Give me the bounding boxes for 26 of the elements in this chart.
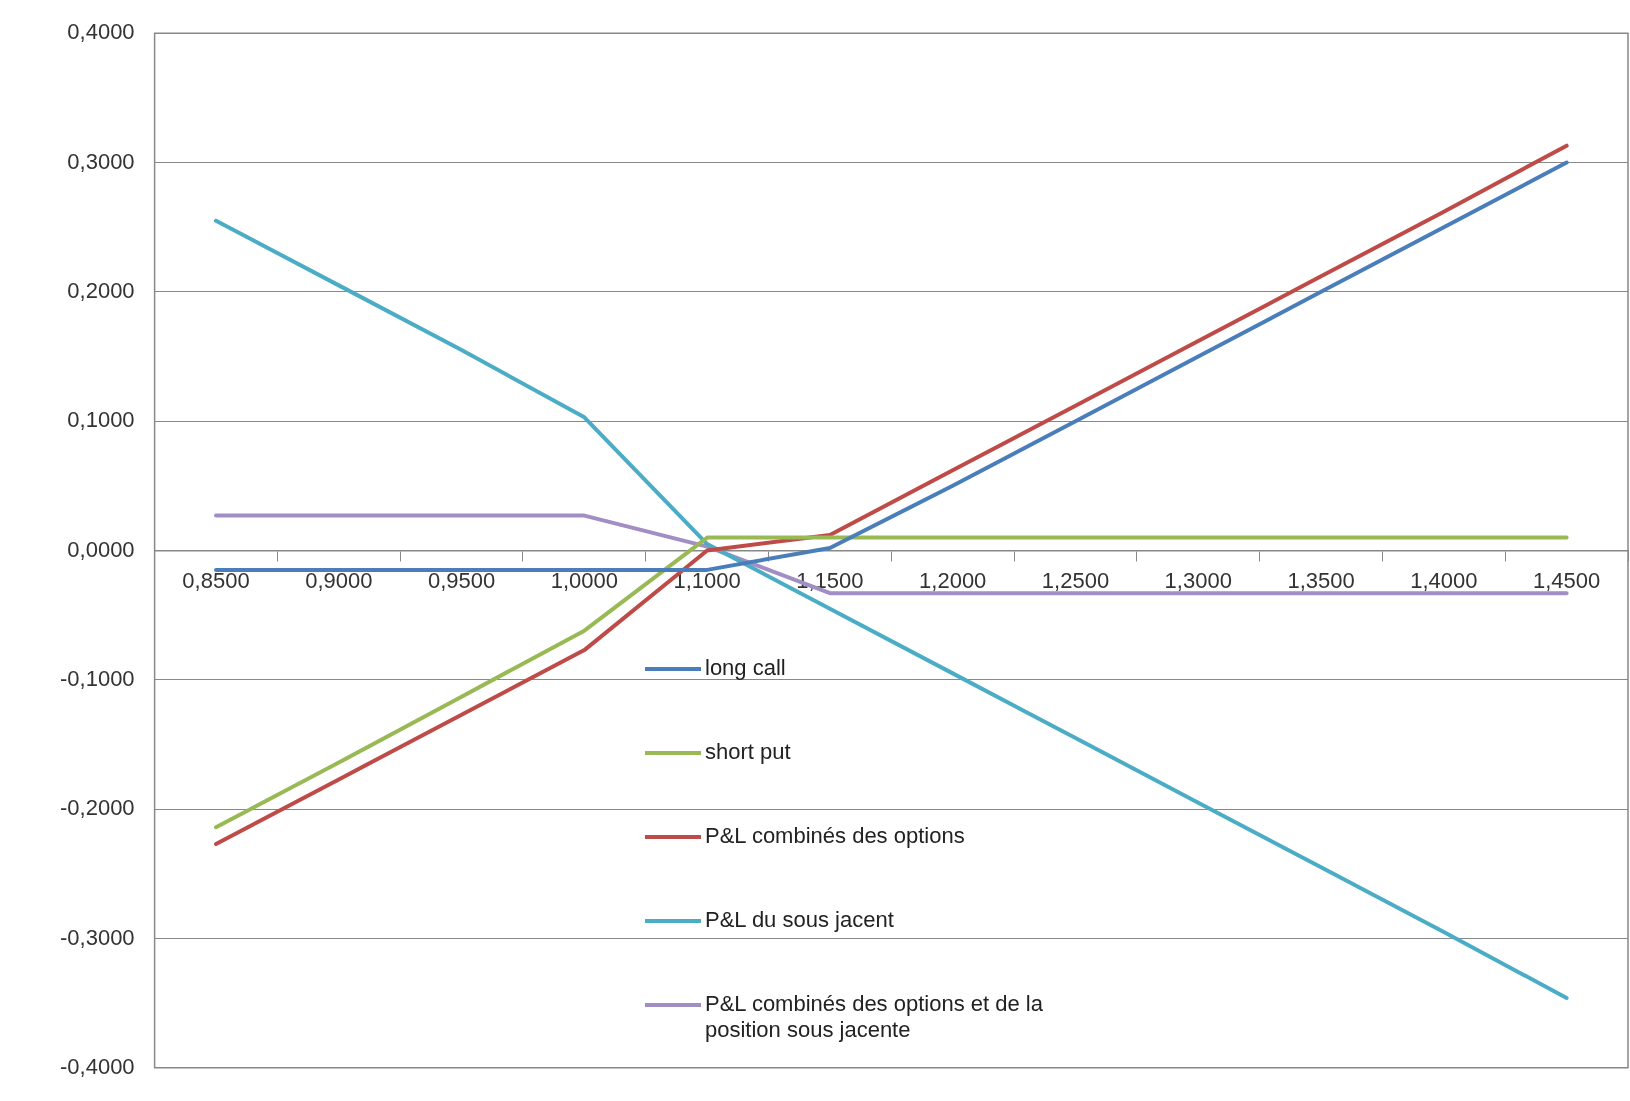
x-tick-label: 1,3000	[1164, 567, 1232, 593]
x-tick-label: 1,4500	[1532, 567, 1601, 593]
y-tick-label: -0,3000	[59, 924, 135, 950]
y-tick-label: -0,2000	[59, 795, 135, 821]
y-tick-label: 0,2000	[67, 277, 135, 303]
legend-label: P&L combinés des options	[705, 823, 965, 849]
legend-label: long call	[705, 655, 786, 681]
y-tick-label: -0,4000	[59, 1053, 135, 1079]
x-tick-label: 0,8500	[182, 567, 250, 593]
x-tick-label: 1,2500	[1041, 567, 1110, 593]
legend-label: P&L du sous jacent	[705, 907, 894, 933]
x-tick-label: 1,2000	[919, 567, 987, 593]
x-tick-label: 1,1500	[796, 567, 864, 593]
x-tick-label: 0,9500	[427, 567, 496, 593]
legend-label: P&L combinés des options et de la position sous jacente	[705, 991, 1044, 1043]
legend-label: short put	[705, 739, 791, 765]
x-tick-label: 1,1000	[673, 567, 741, 593]
x-tick-label: 1,4000	[1410, 567, 1478, 593]
x-tick-label: 1,3500	[1287, 567, 1355, 593]
y-tick-label: 0,3000	[67, 148, 135, 174]
x-tick-label: 1,0000	[550, 567, 618, 593]
x-tick-label: 0,9000	[305, 567, 373, 593]
y-tick-label: -0,1000	[59, 665, 135, 691]
y-tick-label: 0,4000	[67, 19, 135, 45]
y-tick-label: 0,1000	[67, 407, 135, 433]
y-tick-label: 0,0000	[67, 536, 135, 562]
